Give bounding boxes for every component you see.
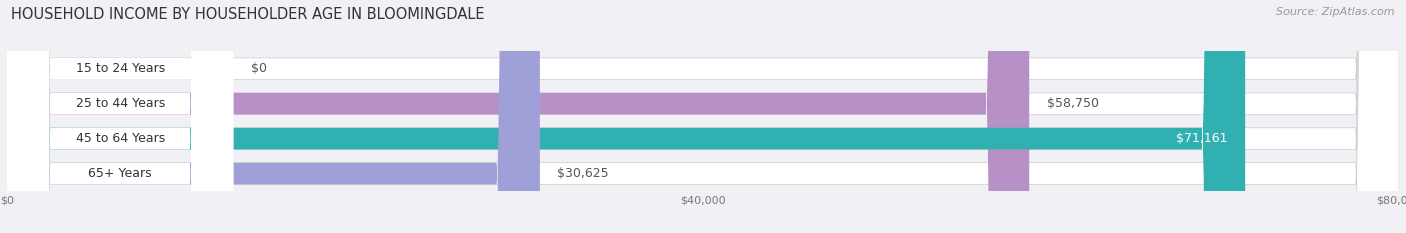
Text: Source: ZipAtlas.com: Source: ZipAtlas.com <box>1277 7 1395 17</box>
Text: 25 to 44 Years: 25 to 44 Years <box>76 97 165 110</box>
FancyBboxPatch shape <box>7 0 1029 233</box>
FancyBboxPatch shape <box>7 0 233 233</box>
Text: $58,750: $58,750 <box>1046 97 1098 110</box>
Text: HOUSEHOLD INCOME BY HOUSEHOLDER AGE IN BLOOMINGDALE: HOUSEHOLD INCOME BY HOUSEHOLDER AGE IN B… <box>11 7 485 22</box>
FancyBboxPatch shape <box>7 0 233 233</box>
FancyBboxPatch shape <box>7 0 540 233</box>
Text: $71,161: $71,161 <box>1177 132 1227 145</box>
FancyBboxPatch shape <box>7 0 1399 233</box>
Text: 65+ Years: 65+ Years <box>89 167 152 180</box>
Text: 15 to 24 Years: 15 to 24 Years <box>76 62 165 75</box>
FancyBboxPatch shape <box>7 0 1399 233</box>
FancyBboxPatch shape <box>7 0 1399 233</box>
FancyBboxPatch shape <box>7 0 1399 233</box>
Text: $0: $0 <box>250 62 267 75</box>
Text: $30,625: $30,625 <box>557 167 609 180</box>
FancyBboxPatch shape <box>7 0 233 233</box>
FancyBboxPatch shape <box>7 0 233 233</box>
FancyBboxPatch shape <box>7 0 1246 233</box>
Text: 45 to 64 Years: 45 to 64 Years <box>76 132 165 145</box>
